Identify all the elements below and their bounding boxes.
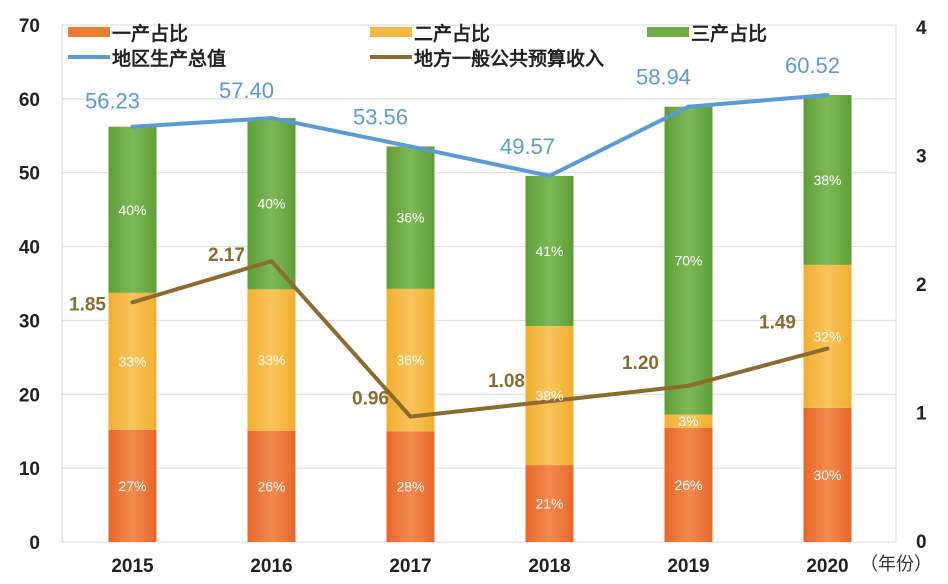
bar-segment-二产占比 xyxy=(803,264,852,408)
bar-segment-二产占比 xyxy=(664,414,713,428)
line-point xyxy=(130,124,135,129)
budget-data-label: 1.08 xyxy=(488,371,525,392)
line-point xyxy=(686,383,691,388)
left-tick-label: 30 xyxy=(19,311,40,332)
bar-segment-一产占比 xyxy=(247,430,296,542)
bar-segment-二产占比 xyxy=(247,289,296,431)
x-tick-label: 2017 xyxy=(389,556,431,577)
bar-data-label: 33% xyxy=(118,353,146,369)
legend-swatch xyxy=(68,27,110,37)
gdp-data-label: 49.57 xyxy=(500,134,555,159)
line-point xyxy=(408,414,413,419)
line-地方一般公共预算收入 xyxy=(131,259,829,419)
legend-swatch xyxy=(647,27,689,37)
legend-label: 地区生产总值 xyxy=(112,47,226,70)
bar-segment-三产占比 xyxy=(803,95,852,265)
x-tick-label: 2015 xyxy=(111,556,154,577)
line-point xyxy=(269,116,274,121)
budget-data-label: 2.17 xyxy=(208,245,245,266)
left-tick-label: 60 xyxy=(19,90,40,111)
x-tick-label: 2018 xyxy=(528,556,570,577)
bar-data-label: 32% xyxy=(813,328,841,344)
line-point xyxy=(686,104,691,109)
legend-label: 一产占比 xyxy=(112,22,188,45)
gdp-data-label: 60.52 xyxy=(785,53,840,78)
budget-data-label: 1.49 xyxy=(759,313,796,334)
plot-frame xyxy=(61,24,897,543)
bar-segment-三产占比 xyxy=(664,106,713,415)
legend-swatch xyxy=(370,27,412,37)
bar-data-label: 36% xyxy=(396,210,424,226)
bar-segment-一产占比 xyxy=(108,429,157,542)
left-tick-label: 70 xyxy=(19,16,40,37)
bar-data-label: 27% xyxy=(118,478,146,494)
bar-segment-三产占比 xyxy=(525,175,574,326)
bar-segment-二产占比 xyxy=(525,325,574,466)
bar-data-label: 40% xyxy=(257,196,285,212)
bar-segment-三产占比 xyxy=(386,146,435,289)
gdp-data-label: 58.94 xyxy=(636,65,691,90)
bar-segment-二产占比 xyxy=(386,288,435,432)
x-axis-label: （年份） xyxy=(860,554,932,574)
bar-data-label: 70% xyxy=(674,253,702,269)
line-point xyxy=(825,93,830,98)
line-point xyxy=(547,399,552,404)
bar-data-label: 38% xyxy=(813,172,841,188)
right-tick-label: 4 xyxy=(916,18,927,39)
left-tick-label: 20 xyxy=(19,385,40,406)
bar-data-label: 41% xyxy=(535,243,563,259)
line-point xyxy=(825,346,830,351)
bar-segment-一产占比 xyxy=(803,407,852,542)
bar-data-label: 36% xyxy=(396,352,424,368)
line-point xyxy=(408,144,413,149)
right-tick-label: 1 xyxy=(916,404,927,425)
bar-data-label: 28% xyxy=(396,479,424,495)
bar-segment-一产占比 xyxy=(525,465,574,542)
bar-data-label: 40% xyxy=(118,202,146,218)
line-地区生产总值 xyxy=(132,93,828,178)
legend-label: 二产占比 xyxy=(414,22,490,45)
x-tick-label: 2020 xyxy=(806,556,848,577)
legend-label: 地方一般公共预算收入 xyxy=(414,47,604,70)
x-tick-label: 2019 xyxy=(667,556,709,577)
right-tick-label: 3 xyxy=(916,147,927,168)
bar-segment-二产占比 xyxy=(108,292,157,430)
legend-label: 三产占比 xyxy=(691,22,767,45)
line-point xyxy=(547,173,552,178)
bar-data-label: 26% xyxy=(257,478,285,494)
right-tick-label: 2 xyxy=(916,275,927,296)
left-tick-label: 0 xyxy=(29,533,40,554)
left-tick-label: 40 xyxy=(19,238,40,259)
bar-data-label: 3% xyxy=(678,413,698,429)
bar-data-label: 21% xyxy=(535,496,563,512)
budget-data-label: 1.85 xyxy=(69,294,106,315)
bar-data-label: 33% xyxy=(257,352,285,368)
line-point xyxy=(130,300,135,305)
budget-data-label: 1.20 xyxy=(622,353,659,374)
budget-data-label: 0.96 xyxy=(352,389,389,410)
bar-segment-一产占比 xyxy=(386,431,435,542)
line-point xyxy=(269,259,274,264)
bar-data-label: 38% xyxy=(535,388,563,404)
right-tick-label: 0 xyxy=(916,532,927,553)
gdp-data-label: 57.40 xyxy=(219,78,274,103)
x-tick-label: 2016 xyxy=(250,556,292,577)
bar-segment-一产占比 xyxy=(664,427,713,542)
gdp-data-label: 53.56 xyxy=(353,104,408,129)
bar-data-label: 26% xyxy=(674,477,702,493)
left-tick-label: 10 xyxy=(19,459,40,480)
bar-data-label: 30% xyxy=(813,467,841,483)
gdp-data-label: 56.23 xyxy=(85,89,140,114)
bar-segment-三产占比 xyxy=(108,126,157,293)
left-tick-label: 50 xyxy=(19,164,40,185)
